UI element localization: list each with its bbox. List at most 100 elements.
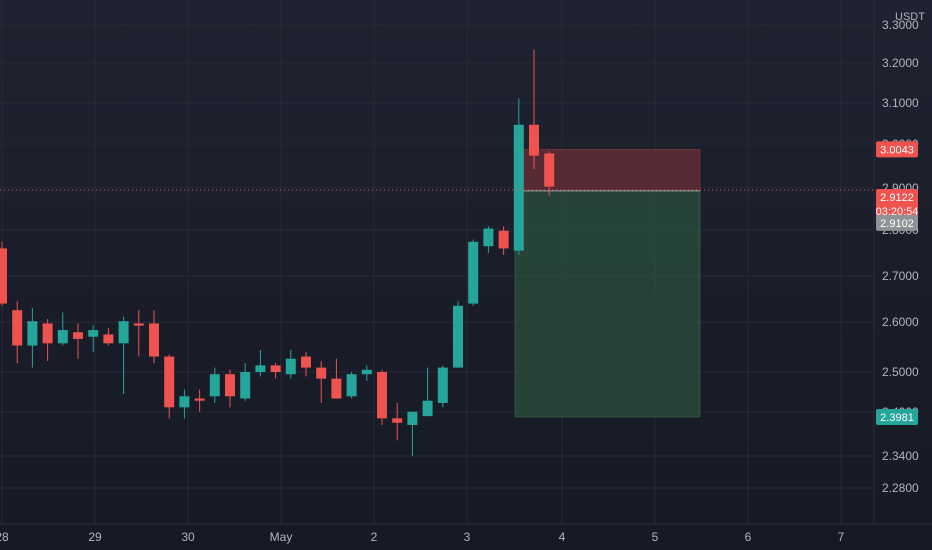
candle-down xyxy=(498,226,509,256)
candle-up xyxy=(437,365,448,408)
candle-down xyxy=(316,360,327,403)
candlestick-series xyxy=(0,49,555,456)
candle-body xyxy=(103,334,114,344)
candle-down xyxy=(331,358,342,399)
take-profit-zone xyxy=(514,190,701,418)
candle-down xyxy=(377,369,387,425)
candle-up xyxy=(483,226,494,253)
candle-body xyxy=(42,323,53,344)
price-tick-label: 2.2800 xyxy=(882,481,919,495)
price-tick-label: 3.1000 xyxy=(882,96,919,110)
candle-body xyxy=(331,378,342,399)
candle-body xyxy=(513,124,524,251)
candle-down xyxy=(392,402,403,441)
price-tick-label: 2.3400 xyxy=(882,449,919,463)
candle-down xyxy=(270,363,281,379)
candle-body xyxy=(468,241,479,304)
short-position-tool[interactable] xyxy=(514,149,701,418)
time-tick-label: 2 xyxy=(371,530,378,544)
badge-price: 2.9122 xyxy=(880,192,914,204)
candle-body xyxy=(392,418,403,423)
candle-up xyxy=(513,98,524,256)
badge-background xyxy=(876,214,918,231)
badge-price: 2.9102 xyxy=(880,218,914,230)
candle-body xyxy=(57,330,68,344)
candle-up xyxy=(422,367,433,417)
candle-body xyxy=(285,358,296,375)
candle-body xyxy=(118,321,129,344)
candle-up xyxy=(209,367,220,403)
candle-body xyxy=(377,372,387,419)
candle-body xyxy=(422,400,433,417)
candle-body xyxy=(270,365,281,372)
candle-body xyxy=(407,411,418,425)
price-tick-label: 2.7000 xyxy=(882,269,919,283)
candle-body xyxy=(316,367,327,379)
candle-down xyxy=(12,301,23,364)
candle-up xyxy=(27,307,38,368)
candle-up xyxy=(346,372,357,399)
currency-unit-label: USDT xyxy=(895,11,925,23)
candle-body xyxy=(544,153,555,187)
candle-body xyxy=(133,323,144,326)
candle-body xyxy=(179,396,190,408)
candle-body xyxy=(27,321,38,346)
time-tick-label: 5 xyxy=(652,530,659,544)
candle-body xyxy=(209,374,220,397)
candle-body xyxy=(0,248,7,304)
candle-down xyxy=(164,354,175,419)
candle-down xyxy=(529,49,539,169)
stop-loss-price-badge: 3.0043 xyxy=(876,141,918,158)
candle-body xyxy=(529,124,539,156)
time-tick-label: May xyxy=(270,530,293,544)
candle-body xyxy=(255,365,266,372)
candle-body xyxy=(346,374,357,397)
candle-body xyxy=(301,356,311,368)
candle-body xyxy=(483,228,494,247)
candle-body xyxy=(164,356,175,408)
badge-background xyxy=(876,408,918,425)
candle-up xyxy=(407,411,418,456)
badge-background xyxy=(876,189,918,220)
candle-up xyxy=(57,312,68,346)
time-tick-label: 3 xyxy=(464,530,471,544)
candle-body xyxy=(361,369,372,375)
time-axis[interactable]: 28 29 30 May 2 3 4 5 6 7 xyxy=(0,530,845,544)
candle-down xyxy=(544,151,555,196)
candle-up xyxy=(361,365,372,381)
candle-body xyxy=(88,330,99,337)
candle-up xyxy=(255,349,266,377)
badge-background xyxy=(876,141,918,158)
chart-grid xyxy=(0,0,932,525)
time-tick-label: 7 xyxy=(838,530,845,544)
candle-body xyxy=(12,310,23,346)
price-tick-label: 3.3000 xyxy=(882,18,919,32)
candle-down xyxy=(225,369,235,408)
candle-up xyxy=(453,301,463,368)
time-tick-label: 6 xyxy=(745,530,752,544)
candle-up xyxy=(118,316,129,395)
candle-down xyxy=(149,310,159,364)
entry-price-badge: 2.9102 xyxy=(876,214,918,231)
time-tick-label: 28 xyxy=(0,530,9,544)
candle-up xyxy=(179,389,190,419)
candle-down xyxy=(194,389,205,412)
candle-down xyxy=(103,327,114,346)
time-tick-label: 29 xyxy=(88,530,102,544)
candle-body xyxy=(453,305,463,368)
target-price-badge: 2.3981 xyxy=(876,408,918,425)
price-tick-label: 2.6000 xyxy=(882,315,919,329)
candle-body xyxy=(73,332,83,339)
candle-body xyxy=(194,398,205,401)
candle-down xyxy=(42,319,53,361)
candle-down xyxy=(301,352,311,377)
candle-down xyxy=(73,323,83,359)
candle-down xyxy=(0,241,7,306)
candle-body xyxy=(498,230,509,249)
candle-up xyxy=(240,363,251,401)
time-tick-label: 4 xyxy=(559,530,566,544)
candle-up xyxy=(468,239,479,306)
